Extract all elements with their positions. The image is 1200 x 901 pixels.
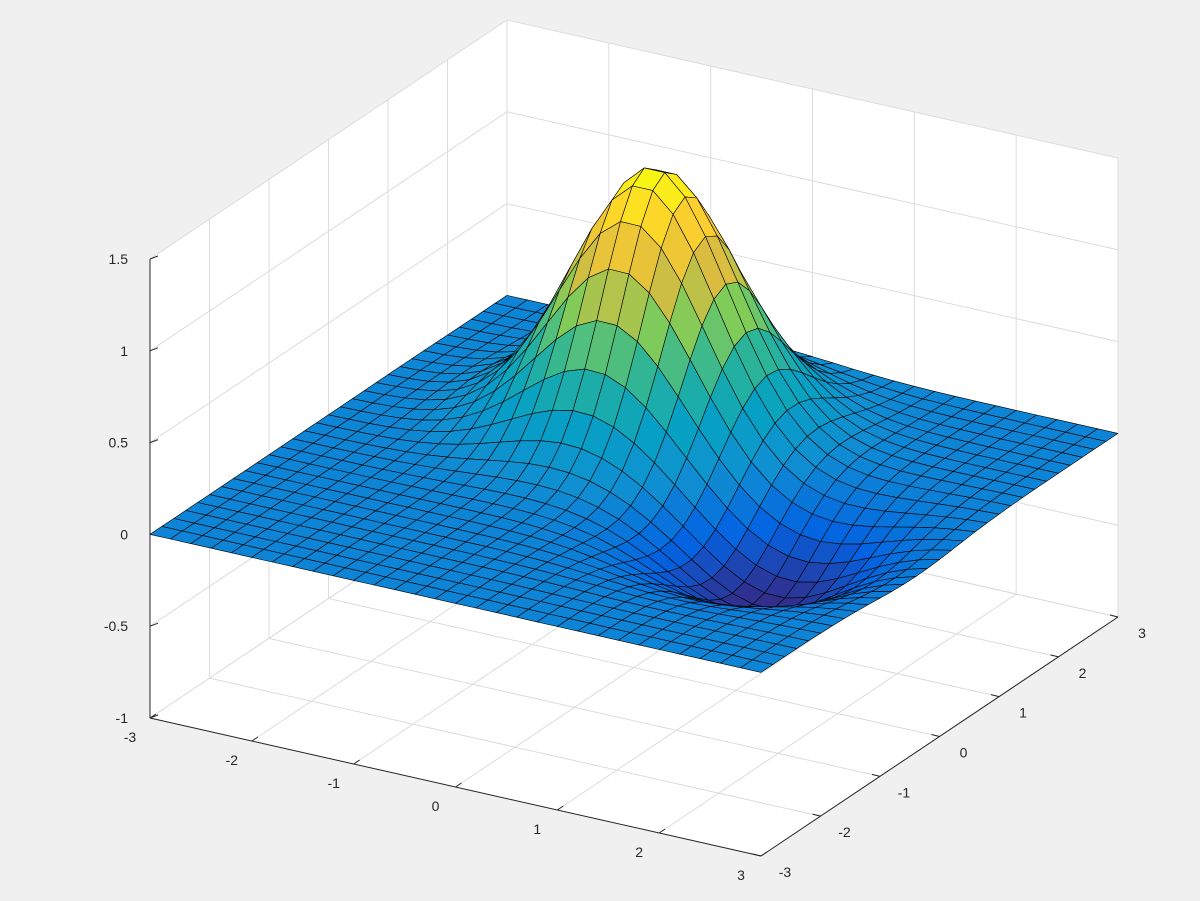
x-tick-mark <box>658 828 666 834</box>
y-tick-label: 1 <box>1019 705 1027 721</box>
y-tick-mark <box>931 734 940 737</box>
y-tick-mark <box>752 853 762 857</box>
z-tick-label: 1.5 <box>109 251 129 267</box>
z-tick-mark <box>149 347 159 352</box>
grid-line-z-back <box>506 19 1119 159</box>
x-tick-label: -3 <box>124 729 137 745</box>
x-tick-mark <box>455 782 462 788</box>
x-tick-label: 2 <box>635 844 643 860</box>
y-tick-mark <box>871 773 881 777</box>
x-tick-label: 3 <box>737 867 745 883</box>
x-tick-mark <box>353 759 360 765</box>
x-tick-mark <box>760 851 768 857</box>
surface-patch <box>740 659 774 673</box>
z-tick-label: 1 <box>120 343 128 359</box>
y-tick-label: 2 <box>1079 665 1087 681</box>
z-tick-label: -0.5 <box>104 618 128 634</box>
grid-line-y-floor <box>268 637 881 777</box>
x-tick-label: 1 <box>533 821 541 837</box>
y-tick-label: -1 <box>898 784 911 800</box>
y-tick-label: -3 <box>779 864 792 880</box>
grid-line-z-left <box>149 203 508 444</box>
y-tick-mark <box>1109 614 1119 618</box>
surface-mesh[interactable] <box>149 167 1119 673</box>
z-tick-mark <box>149 622 159 627</box>
z-tick-mark <box>149 439 159 444</box>
z-tick-mark <box>149 714 159 719</box>
y-tick-label: 0 <box>960 745 968 761</box>
y-tick-mark <box>1050 654 1059 658</box>
y-tick-mark <box>990 694 1000 698</box>
z-tick-label: -1 <box>116 710 129 726</box>
axis-lines <box>149 255 1119 857</box>
x-tick-label: 0 <box>432 798 440 814</box>
grid-line-z-back <box>506 111 1119 251</box>
y-tick-label: 3 <box>1138 625 1146 641</box>
x-tick-mark <box>557 805 564 811</box>
z-tick-label: 0.5 <box>109 435 129 451</box>
x-tick-label: -2 <box>226 752 239 768</box>
grid-line-y-floor <box>328 598 940 737</box>
z-tick-mark <box>149 255 159 260</box>
y-tick-label: -2 <box>838 824 851 840</box>
grid-line-z-left <box>149 111 508 352</box>
grid-line-z-left <box>149 19 508 260</box>
y-tick-mark <box>812 813 821 817</box>
x-tick-mark <box>251 736 259 742</box>
grid-line-y-floor <box>209 677 821 817</box>
tick-labels: -3 -2 -1 0 1 2 3 -3 -2 -1 0 1 2 3 -1 -0.5 0 0.5 1 1.5 <box>104 251 1146 883</box>
x-tick-label: -1 <box>327 775 340 791</box>
z-tick-label: 0 <box>120 526 128 542</box>
